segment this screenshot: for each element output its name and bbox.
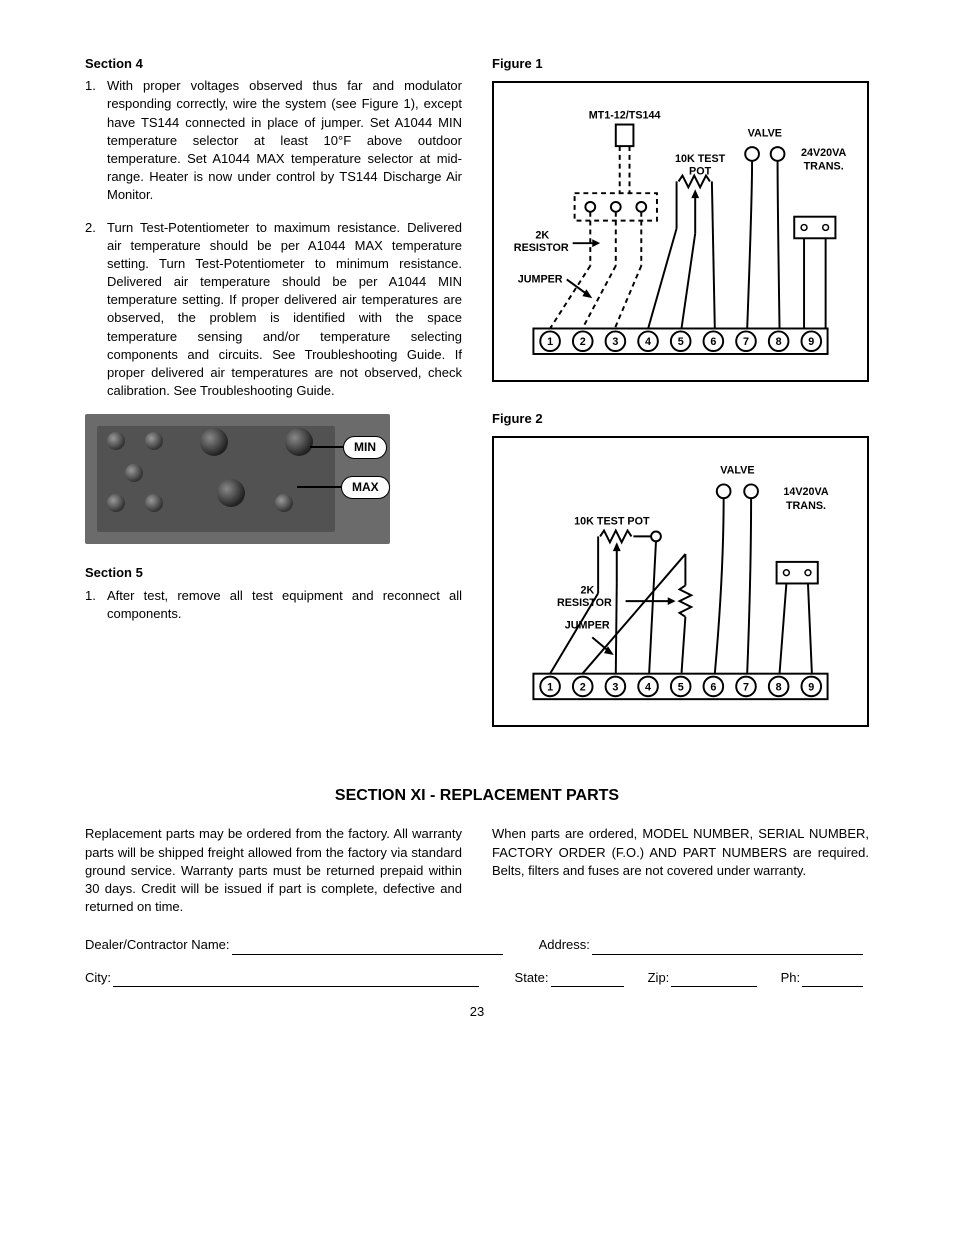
dealer-label: Dealer/Contractor Name: bbox=[85, 936, 230, 954]
item-body: With proper voltages observed thus far a… bbox=[107, 77, 462, 204]
svg-text:TRANS.: TRANS. bbox=[786, 500, 826, 512]
section-5-heading: Section 5 bbox=[85, 564, 462, 582]
svg-text:VALVE: VALVE bbox=[748, 127, 782, 139]
list-item: 2. Turn Test-Potentiometer to maximum re… bbox=[85, 219, 462, 401]
svg-text:POT: POT bbox=[689, 166, 712, 178]
ph-field[interactable] bbox=[802, 973, 863, 987]
svg-text:2: 2 bbox=[580, 336, 586, 348]
order-form: Dealer/Contractor Name: Address: City: S… bbox=[85, 936, 869, 986]
svg-text:7: 7 bbox=[743, 681, 749, 693]
svg-text:8: 8 bbox=[776, 681, 782, 693]
zip-label: Zip: bbox=[648, 969, 670, 987]
svg-text:4: 4 bbox=[645, 681, 651, 693]
list-item: 1. After test, remove all test equipment… bbox=[85, 587, 462, 623]
item-number: 1. bbox=[85, 587, 107, 623]
svg-text:5: 5 bbox=[678, 336, 684, 348]
svg-text:VALVE: VALVE bbox=[720, 465, 754, 477]
section-4-heading: Section 4 bbox=[85, 55, 462, 73]
svg-text:8: 8 bbox=[776, 336, 782, 348]
replacement-parts-text: Replacement parts may be ordered from th… bbox=[85, 825, 869, 916]
page-number: 23 bbox=[0, 1003, 954, 1021]
svg-text:RESISTOR: RESISTOR bbox=[514, 242, 569, 254]
svg-text:9: 9 bbox=[808, 336, 814, 348]
svg-text:JUMPER: JUMPER bbox=[518, 274, 563, 286]
svg-text:RESISTOR: RESISTOR bbox=[557, 597, 612, 609]
svg-text:JUMPER: JUMPER bbox=[565, 620, 610, 632]
replacement-right: When parts are ordered, MODEL NUMBER, SE… bbox=[492, 825, 869, 916]
svg-text:2K: 2K bbox=[535, 229, 549, 241]
max-label: MAX bbox=[341, 476, 390, 499]
address-field[interactable] bbox=[592, 941, 863, 955]
item-number: 1. bbox=[85, 77, 107, 204]
section-5-list: 1. After test, remove all test equipment… bbox=[85, 587, 462, 623]
figure-2-diagram: 1 2 3 4 5 6 7 8 9 VALVE 14V20VA TRANS. 10K TEST … bbox=[492, 436, 869, 727]
item-body: Turn Test-Potentiometer to maximum resis… bbox=[107, 219, 462, 401]
ph-label: Ph: bbox=[781, 969, 801, 987]
svg-text:2: 2 bbox=[580, 681, 586, 693]
svg-text:MT1-12/TS144: MT1-12/TS144 bbox=[589, 110, 661, 122]
city-field[interactable] bbox=[113, 973, 479, 987]
state-label: State: bbox=[515, 969, 549, 987]
svg-text:TRANS.: TRANS. bbox=[804, 161, 844, 173]
svg-text:2K: 2K bbox=[580, 584, 594, 596]
svg-text:3: 3 bbox=[612, 681, 618, 693]
list-item: 1. With proper voltages observed thus fa… bbox=[85, 77, 462, 204]
figure-1-heading: Figure 1 bbox=[492, 55, 869, 73]
figure-1-diagram: 1 2 3 4 5 6 7 8 9 MT1-12/TS144 bbox=[492, 81, 869, 382]
section-4-list: 1. With proper voltages observed thus fa… bbox=[85, 77, 462, 400]
svg-text:6: 6 bbox=[710, 681, 716, 693]
svg-text:6: 6 bbox=[710, 336, 716, 348]
city-label: City: bbox=[85, 969, 111, 987]
svg-text:14V20VA: 14V20VA bbox=[783, 486, 829, 498]
min-label: MIN bbox=[343, 436, 387, 459]
svg-text:9: 9 bbox=[808, 681, 814, 693]
svg-text:10K TEST POT: 10K TEST POT bbox=[574, 516, 650, 528]
wiring-diagram-1: 1 2 3 4 5 6 7 8 9 MT1-12/TS144 bbox=[504, 101, 857, 366]
svg-text:7: 7 bbox=[743, 336, 749, 348]
replacement-left: Replacement parts may be ordered from th… bbox=[85, 825, 462, 916]
circuit-board-photo: MIN MAX bbox=[85, 414, 390, 544]
svg-text:1: 1 bbox=[547, 336, 553, 348]
section-xi-heading: SECTION XI - REPLACEMENT PARTS bbox=[85, 785, 869, 807]
wiring-diagram-2: 1 2 3 4 5 6 7 8 9 VALVE 14V20VA TRANS. 10K TEST … bbox=[504, 456, 857, 711]
item-number: 2. bbox=[85, 219, 107, 401]
address-label: Address: bbox=[539, 936, 590, 954]
svg-text:1: 1 bbox=[547, 681, 553, 693]
dealer-field[interactable] bbox=[232, 941, 503, 955]
zip-field[interactable] bbox=[671, 973, 756, 987]
svg-text:4: 4 bbox=[645, 336, 651, 348]
figure-2-heading: Figure 2 bbox=[492, 410, 869, 428]
item-body: After test, remove all test equipment an… bbox=[107, 587, 462, 623]
svg-text:3: 3 bbox=[612, 336, 618, 348]
svg-text:5: 5 bbox=[678, 681, 684, 693]
state-field[interactable] bbox=[551, 973, 624, 987]
svg-text:24V20VA: 24V20VA bbox=[801, 147, 847, 159]
svg-text:10K TEST: 10K TEST bbox=[675, 153, 726, 165]
